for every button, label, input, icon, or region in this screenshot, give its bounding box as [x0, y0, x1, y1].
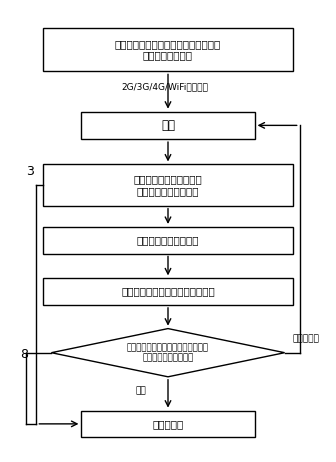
FancyBboxPatch shape — [43, 164, 293, 206]
Text: 一致: 一致 — [136, 386, 147, 395]
FancyBboxPatch shape — [43, 227, 293, 254]
Text: 开锁者使用手机扫描生成的二维码是
否存在用户控制模块内: 开锁者使用手机扫描生成的二维码是 否存在用户控制模块内 — [127, 343, 209, 362]
Text: 8: 8 — [20, 348, 28, 361]
Text: 户主: 户主 — [161, 119, 175, 132]
Text: 开锁者使用手机扫描生成的二维码: 开锁者使用手机扫描生成的二维码 — [121, 286, 215, 297]
FancyBboxPatch shape — [81, 411, 255, 437]
Text: 2G/3G/4G/WiFi通讯模块: 2G/3G/4G/WiFi通讯模块 — [121, 82, 208, 91]
FancyBboxPatch shape — [43, 28, 293, 72]
FancyBboxPatch shape — [81, 112, 255, 139]
Text: 3: 3 — [26, 165, 34, 178]
Text: 不一致报警: 不一致报警 — [293, 334, 320, 343]
Text: 户主扫描开锁者照片或获
取开锁者面部或者指纹: 户主扫描开锁者照片或获 取开锁者面部或者指纹 — [134, 174, 202, 196]
Text: 开锁者唤醒控制面板上的摄像模块或者
语言模块进行摄像: 开锁者唤醒控制面板上的摄像模块或者 语言模块进行摄像 — [115, 39, 221, 61]
Text: 生成开锁指令的二维码: 生成开锁指令的二维码 — [137, 235, 199, 245]
FancyBboxPatch shape — [43, 278, 293, 305]
Polygon shape — [51, 328, 285, 377]
Text: 密码锁打开: 密码锁打开 — [152, 419, 184, 429]
